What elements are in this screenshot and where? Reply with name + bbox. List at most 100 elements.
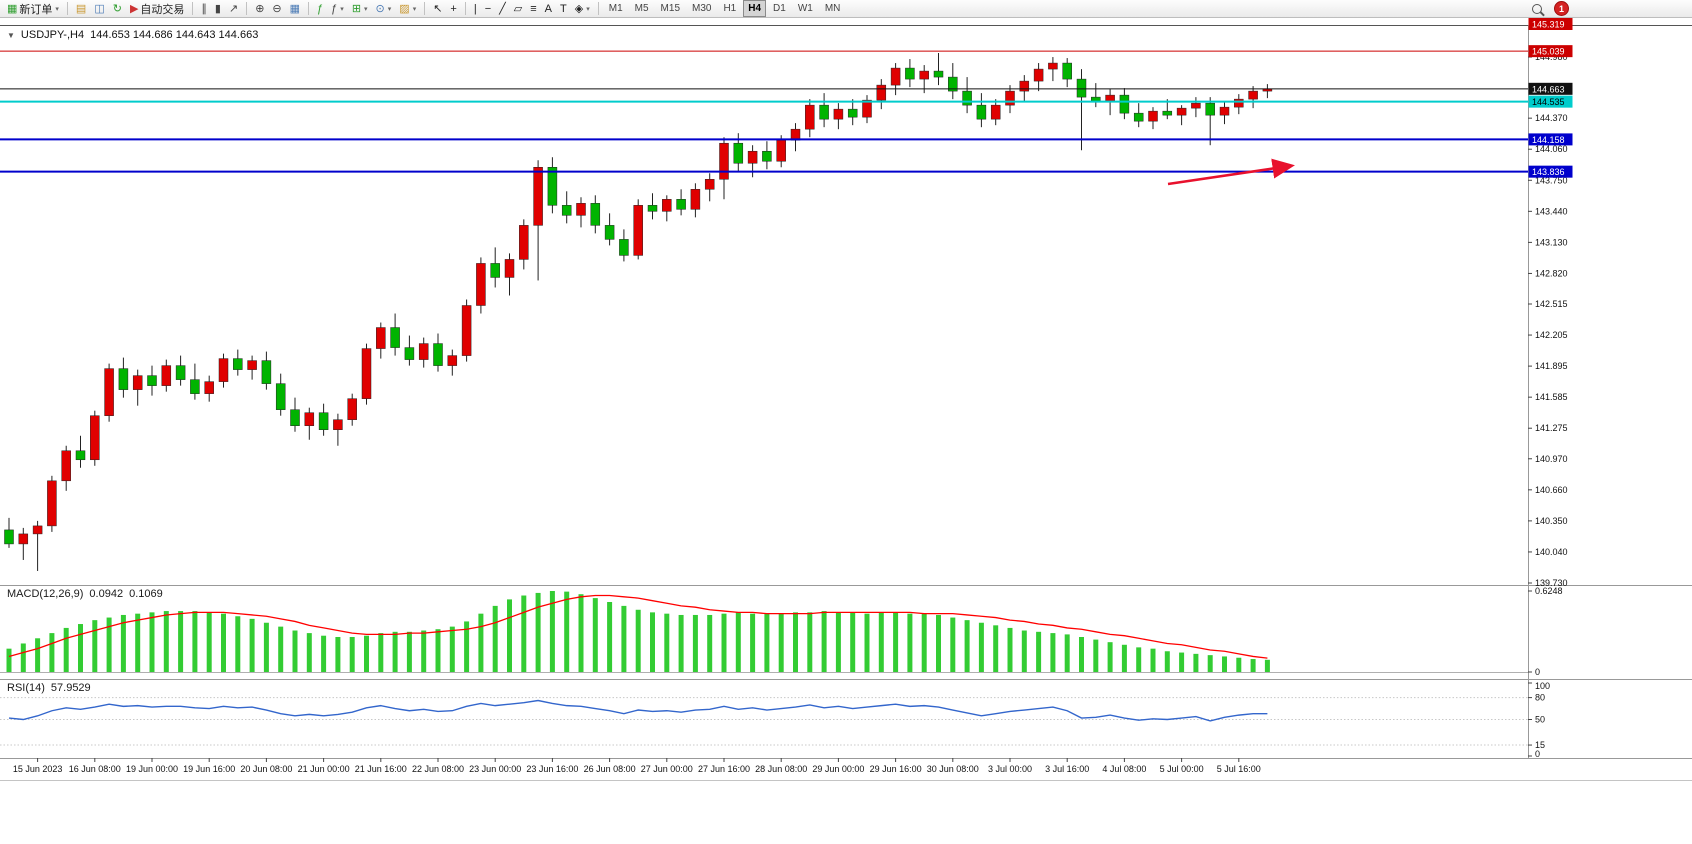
svg-text:19 Jun 00:00: 19 Jun 00:00	[126, 764, 178, 774]
macd-panel	[0, 591, 1528, 673]
timeframe-h4-button-label: H4	[748, 3, 762, 14]
text-icon: A	[544, 2, 553, 15]
text-button[interactable]: A	[541, 0, 556, 18]
chart-ohlc-values: 144.653 144.686 144.643 144.663	[90, 29, 259, 41]
macd-signal-value: 0.1069	[129, 588, 163, 600]
svg-text:0: 0	[1535, 667, 1540, 677]
autotrading-button[interactable]: ▶ 自动交易	[126, 0, 188, 18]
timeframe-m5-button[interactable]: M5	[630, 0, 654, 17]
channel-button[interactable]: ▱	[510, 0, 526, 18]
toolbar-separator	[308, 2, 310, 15]
charts-grid-button[interactable]: ▤	[72, 0, 90, 18]
indicators-icon: ƒ	[317, 2, 324, 15]
tile-windows-button[interactable]: ▦	[286, 0, 304, 18]
search-icon	[1532, 3, 1542, 14]
horizontal-line-button[interactable]: −	[481, 0, 495, 18]
vertical-line-button[interactable]: |	[470, 0, 481, 18]
timeframe-w1-button[interactable]: W1	[793, 0, 818, 17]
candlestick-series	[4, 53, 1273, 571]
toolbar-separator	[192, 2, 194, 15]
price-axis[interactable]: 144.980144.370144.060143.750143.440143.1…	[1528, 52, 1568, 759]
timeframe-m1-button-label: M1	[608, 3, 623, 14]
svg-text:142.515: 142.515	[1535, 299, 1568, 309]
caret-down-icon: ▾	[340, 5, 344, 13]
svg-text:23 Jun 16:00: 23 Jun 16:00	[526, 764, 578, 774]
candlestick-chart-button[interactable]: ▮	[211, 0, 225, 18]
templates-button[interactable]: ▨ ▾	[395, 0, 420, 18]
caret-down-icon: ▾	[387, 5, 392, 13]
time-axis[interactable]: 15 Jun 2023 16 Jun 08:00 19 Jun 00:00 19 Ju…	[13, 758, 1261, 774]
trendline-icon: ╱	[499, 2, 506, 15]
timeframe-m1-button[interactable]: M1	[604, 0, 628, 17]
label-button[interactable]: T	[556, 0, 571, 18]
search-button[interactable]	[1528, 0, 1546, 18]
label-icon: T	[560, 2, 567, 15]
chart-canvas[interactable]: 144.980144.370144.060143.750143.440143.1…	[0, 18, 1692, 844]
svg-text:22 Jun 08:00: 22 Jun 08:00	[412, 764, 464, 774]
bar-chart-button[interactable]: ∥	[197, 0, 211, 18]
svg-text:100: 100	[1535, 681, 1550, 691]
svg-text:80: 80	[1535, 693, 1545, 703]
indicators-button[interactable]: ƒ	[313, 0, 327, 18]
svg-text:30 Jun 08:00: 30 Jun 08:00	[927, 764, 979, 774]
tile-windows-icon: ▦	[289, 2, 301, 15]
zoom-in-button[interactable]: ⊕	[251, 0, 268, 18]
draw-group: | − ╱ ▱ ≡ A T ◈ ▾	[470, 0, 594, 18]
navigator-button[interactable]: ◫	[90, 0, 108, 18]
refresh-button[interactable]: ↻	[109, 0, 126, 18]
svg-text:23 Jun 00:00: 23 Jun 00:00	[469, 764, 521, 774]
clock-icon: ⊙	[375, 2, 385, 15]
svg-text:144.535: 144.535	[1532, 97, 1565, 107]
timeframe-d1-button[interactable]: D1	[768, 0, 791, 17]
macd-indicator-title: MACD(12,26,9)	[7, 588, 84, 600]
svg-text:143.130: 143.130	[1535, 237, 1568, 247]
fibonacci-button[interactable]: ≡	[526, 0, 540, 18]
timeframe-mn-button[interactable]: MN	[820, 0, 846, 17]
svg-text:5 Jul 16:00: 5 Jul 16:00	[1217, 764, 1261, 774]
indicator-list-icon: ƒ	[331, 2, 338, 15]
svg-text:29 Jun 00:00: 29 Jun 00:00	[812, 764, 864, 774]
rsi-value: 57.9529	[50, 682, 91, 694]
chart-menu-icon[interactable]: ▼	[7, 30, 15, 40]
zoom-out-icon: ⊖	[272, 2, 282, 15]
svg-text:0.6248: 0.6248	[1535, 586, 1563, 596]
macd-signal-line	[8, 594, 1268, 659]
cursor-button[interactable]: ↖	[429, 0, 446, 18]
new-order-button[interactable]: ▦ 新订单 ▾	[3, 0, 63, 18]
svg-text:15: 15	[1535, 740, 1545, 750]
caret-down-icon: ▾	[364, 5, 368, 13]
timeframe-m5-button-label: M5	[634, 3, 649, 14]
timeframe-h4-button[interactable]: H4	[743, 0, 767, 17]
zoom-group: ⊕ ⊖ ▦	[251, 0, 304, 18]
add-object-button[interactable]: ⊞ ▾	[348, 0, 372, 18]
navigator-icon: ◫	[94, 2, 105, 15]
trendline-button[interactable]: ╱	[495, 0, 510, 18]
timeframe-h1-button-label: H1	[723, 3, 737, 14]
cursor-group: ↖ +	[429, 0, 461, 18]
svg-text:15 Jun 2023: 15 Jun 2023	[13, 764, 63, 774]
trend-arrow-annotation[interactable]	[1167, 158, 1295, 186]
line-chart-button[interactable]: ↗	[225, 0, 242, 18]
periods-button[interactable]: ⊙ ▾	[372, 0, 396, 18]
svg-text:139.730: 139.730	[1535, 578, 1568, 588]
indicator-list-button[interactable]: ƒ ▾	[327, 0, 348, 18]
chart-symbol-period: USDJPY-,H4	[20, 29, 85, 41]
shapes-button[interactable]: ◈ ▾	[571, 0, 594, 18]
svg-text:142.820: 142.820	[1535, 268, 1568, 278]
timeframe-m30-button[interactable]: M30	[687, 0, 716, 17]
timeframe-h1-button[interactable]: H1	[718, 0, 741, 17]
timeframe-m15-button[interactable]: M15	[656, 0, 685, 17]
add-object-icon: ⊞	[351, 2, 362, 15]
zoom-out-button[interactable]: ⊖	[268, 0, 285, 18]
horizontal-level-lines[interactable]	[0, 50, 1528, 173]
svg-text:50: 50	[1535, 715, 1545, 725]
svg-text:140.970: 140.970	[1535, 454, 1568, 464]
refresh-icon: ↻	[112, 2, 122, 15]
svg-text:144.663: 144.663	[1532, 84, 1565, 94]
svg-text:5 Jul 00:00: 5 Jul 00:00	[1160, 764, 1204, 774]
crosshair-button[interactable]: +	[446, 0, 460, 18]
toolbar-separator	[424, 2, 426, 15]
svg-text:140.350: 140.350	[1535, 516, 1568, 526]
notification-badge[interactable]: 1	[1554, 1, 1569, 16]
svg-text:21 Jun 00:00: 21 Jun 00:00	[298, 764, 350, 774]
